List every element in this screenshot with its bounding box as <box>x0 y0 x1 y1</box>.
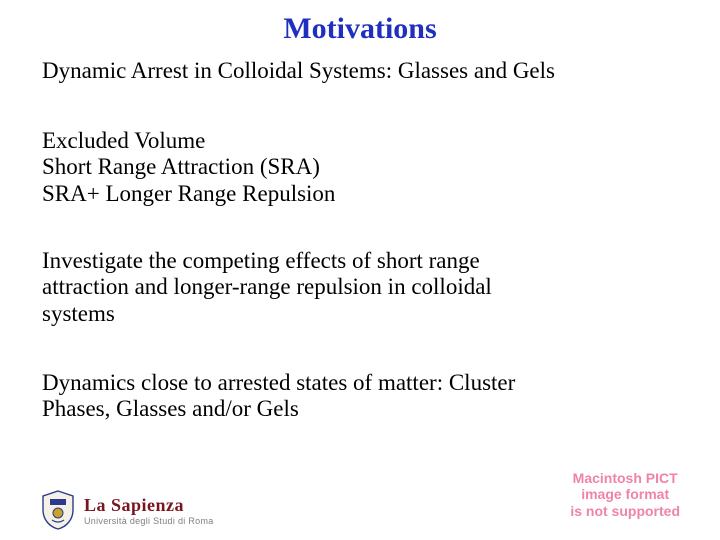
body-block: Excluded VolumeShort Range Attraction (S… <box>42 128 690 207</box>
body-line: attraction and longer-range repulsion in… <box>42 274 690 300</box>
slide: { "title": { "text": "Motivations", "col… <box>0 0 720 540</box>
body-block: Investigate the competing effects of sho… <box>42 248 690 327</box>
pict-line: Macintosh PICT <box>570 470 680 487</box>
pict-placeholder: Macintosh PICT image format is not suppo… <box>570 470 680 520</box>
body-block: Dynamics close to arrested states of mat… <box>42 370 690 423</box>
crest-icon <box>40 490 76 530</box>
body-line: Short Range Attraction (SRA) <box>42 154 690 180</box>
slide-title: Motivations <box>0 12 720 46</box>
body-line: SRA+ Longer Range Repulsion <box>42 181 690 207</box>
pict-line: is not supported <box>570 503 680 520</box>
pict-line: image format <box>570 486 680 503</box>
university-logo: La Sapienza Università degli Studi di Ro… <box>40 490 214 530</box>
body-line: systems <box>42 301 690 327</box>
body-block: Dynamic Arrest in Colloidal Systems: Gla… <box>42 58 690 84</box>
logo-text: La Sapienza Università degli Studi di Ro… <box>84 495 214 526</box>
logo-subtitle: Università degli Studi di Roma <box>84 516 214 526</box>
body-line: Investigate the competing effects of sho… <box>42 248 690 274</box>
logo-name: La Sapienza <box>84 495 214 516</box>
body-line: Excluded Volume <box>42 128 690 154</box>
body-line: Dynamics close to arrested states of mat… <box>42 370 690 396</box>
body-line: Phases, Glasses and/or Gels <box>42 396 690 422</box>
body-line: Dynamic Arrest in Colloidal Systems: Gla… <box>42 58 690 84</box>
